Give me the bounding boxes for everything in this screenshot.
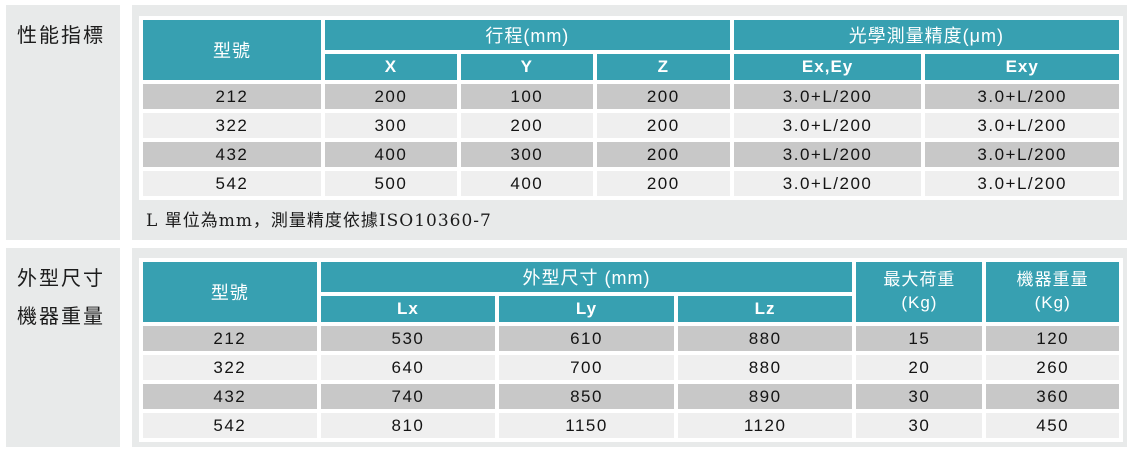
cell-x: 400 [324,142,457,167]
col-header-y: Y [460,54,593,80]
cell-model: 212 [143,326,317,351]
cell-y: 200 [460,113,593,138]
col-header-z: Z [596,54,730,80]
cell-exy: 3.0+L/200 [925,113,1119,138]
dimensions-table-wrapper: 型號 外型尺寸 (mm) 最大荷重 (Kg) 機器重量 (Kg) Lx Ly L… [139,258,1123,442]
table-row: 432 400 300 200 3.0+L/200 3.0+L/200 [143,142,1119,167]
cell-exy: 3.0+L/200 [925,142,1119,167]
machine-weight-line1: 機器重量 [1016,270,1089,290]
cell-model: 322 [143,113,321,138]
cell-lx: 740 [320,384,496,409]
cell-y: 300 [460,142,593,167]
footnote: L 單位為mm，測量精度依據ISO10360-7 [146,211,492,231]
group-header-optical-accuracy: 光學測量精度(μm) [733,20,1119,50]
side-panel-performance: 性能指標 [6,5,120,240]
cell-lz: 890 [677,384,853,409]
table-row: 432 740 850 890 30 360 [143,384,1119,409]
cell-model: 542 [143,413,317,438]
col-header-machine-weight: 機器重量 (Kg) [986,262,1119,322]
cell-ly: 850 [499,384,674,409]
cell-z: 200 [596,84,730,109]
section-label-line2: 機器重量 [17,304,105,328]
col-header-x: X [324,54,457,80]
col-header-model: 型號 [143,20,321,80]
cell-lz: 1120 [677,413,853,438]
cell-x: 300 [324,113,457,138]
cell-x: 500 [324,171,457,196]
cell-weight: 120 [986,326,1119,351]
cell-ex-ey: 3.0+L/200 [733,142,922,167]
col-header-max-load: 最大荷重 (Kg) [856,262,983,322]
col-header-model: 型號 [143,262,317,322]
cell-ex-ey: 3.0+L/200 [733,171,922,196]
dimensions-panel: 型號 外型尺寸 (mm) 最大荷重 (Kg) 機器重量 (Kg) Lx Ly L… [132,248,1127,447]
cell-lx: 810 [320,413,496,438]
section-label-line1: 外型尺寸 [17,266,105,290]
cell-ex-ey: 3.0+L/200 [733,84,922,109]
cell-max-load: 30 [856,413,983,438]
group-header-travel: 行程(mm) [324,20,730,50]
cell-ex-ey: 3.0+L/200 [733,113,922,138]
cell-y: 400 [460,171,593,196]
col-header-exy: Exy [925,54,1119,80]
col-header-ex-ey: Ex,Ey [733,54,922,80]
cell-y: 100 [460,84,593,109]
cell-model: 432 [143,142,321,167]
cell-ly: 610 [499,326,674,351]
side-panel-dimensions: 外型尺寸 機器重量 [6,248,120,447]
cell-weight: 260 [986,355,1119,380]
table-row: 212 530 610 880 15 120 [143,326,1119,351]
col-header-ly: Ly [499,296,674,322]
table-row: 322 300 200 200 3.0+L/200 3.0+L/200 [143,113,1119,138]
col-header-lx: Lx [320,296,496,322]
table-row: 212 200 100 200 3.0+L/200 3.0+L/200 [143,84,1119,109]
table-row: 322 640 700 880 20 260 [143,355,1119,380]
col-header-lz: Lz [677,296,853,322]
performance-table: 型號 行程(mm) 光學測量精度(μm) X Y Z Ex,Ey Exy 212… [139,16,1123,200]
performance-table-wrapper: 型號 行程(mm) 光學測量精度(μm) X Y Z Ex,Ey Exy 212… [139,16,1123,200]
cell-lz: 880 [677,326,853,351]
cell-x: 200 [324,84,457,109]
cell-model: 542 [143,171,321,196]
cell-model: 212 [143,84,321,109]
dimensions-table: 型號 外型尺寸 (mm) 最大荷重 (Kg) 機器重量 (Kg) Lx Ly L… [139,258,1123,442]
machine-weight-line2: (Kg) [1034,293,1071,312]
max-load-line2: (Kg) [901,293,938,312]
cell-max-load: 20 [856,355,983,380]
cell-exy: 3.0+L/200 [925,84,1119,109]
cell-max-load: 30 [856,384,983,409]
cell-model: 432 [143,384,317,409]
cell-exy: 3.0+L/200 [925,171,1119,196]
cell-weight: 450 [986,413,1119,438]
group-header-dimensions: 外型尺寸 (mm) [320,262,853,292]
cell-weight: 360 [986,384,1119,409]
cell-ly: 700 [499,355,674,380]
cell-z: 200 [596,142,730,167]
performance-panel: 型號 行程(mm) 光學測量精度(μm) X Y Z Ex,Ey Exy 212… [132,5,1127,240]
cell-lz: 880 [677,355,853,380]
cell-ly: 1150 [499,413,674,438]
max-load-line1: 最大荷重 [883,270,956,290]
cell-z: 200 [596,171,730,196]
section-label-performance: 性能指標 [17,23,105,47]
table-row: 542 810 1150 1120 30 450 [143,413,1119,438]
cell-model: 322 [143,355,317,380]
table-row: 542 500 400 200 3.0+L/200 3.0+L/200 [143,171,1119,196]
cell-max-load: 15 [856,326,983,351]
cell-z: 200 [596,113,730,138]
cell-lx: 640 [320,355,496,380]
section-label-dimensions: 外型尺寸 機器重量 [6,248,120,335]
cell-lx: 530 [320,326,496,351]
